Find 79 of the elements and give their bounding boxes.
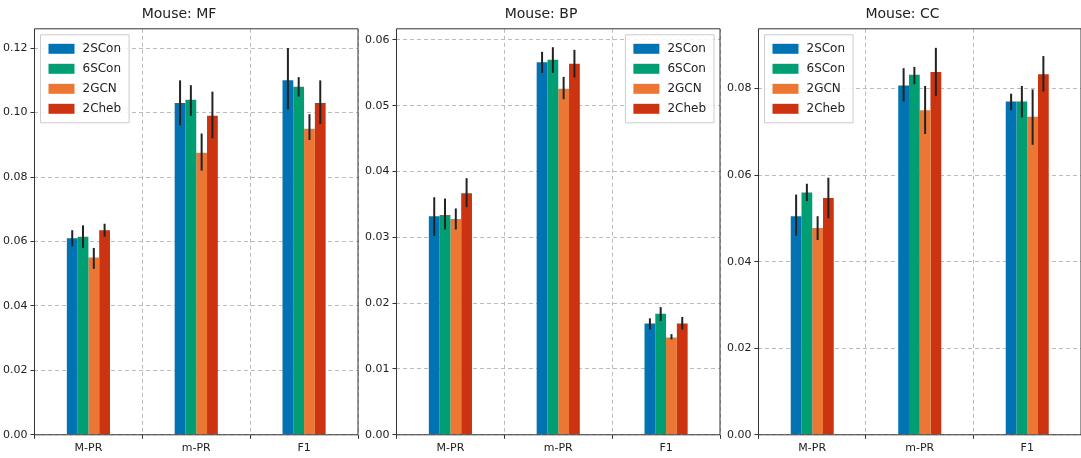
bar bbox=[88, 257, 100, 435]
x-tick-label: M-PR bbox=[74, 441, 103, 455]
bar bbox=[919, 110, 931, 435]
x-tick-label: M-PR bbox=[798, 441, 827, 455]
bar bbox=[174, 102, 186, 435]
bar bbox=[644, 323, 656, 435]
chart-title: Mouse: MF bbox=[141, 5, 217, 22]
bar bbox=[99, 230, 110, 435]
bar bbox=[1038, 74, 1049, 435]
bar bbox=[196, 152, 208, 435]
bar bbox=[282, 80, 294, 435]
bar bbox=[666, 337, 677, 435]
y-tick-label: 0.10 bbox=[2, 105, 28, 119]
bar bbox=[930, 72, 942, 435]
y-tick-label: 0.00 bbox=[364, 427, 390, 441]
legend-label: 2SCon bbox=[82, 40, 122, 55]
legend-label: 2SCon bbox=[667, 40, 706, 55]
x-tick-label: m-PR bbox=[905, 441, 935, 455]
bar bbox=[1005, 101, 1017, 435]
y-tick-label: 0.05 bbox=[364, 98, 390, 112]
legend-label: 6SCon bbox=[82, 60, 122, 75]
bar bbox=[655, 313, 667, 435]
bar bbox=[822, 198, 834, 435]
bar bbox=[304, 128, 315, 435]
y-tick-label: 0.03 bbox=[364, 230, 390, 244]
chart-title: Mouse: CC bbox=[865, 5, 940, 22]
bar bbox=[676, 323, 688, 435]
y-tick-label: 0.04 bbox=[726, 254, 752, 268]
legend-label: 6SCon bbox=[806, 60, 846, 75]
bar bbox=[293, 86, 305, 435]
chart-title: Mouse: BP bbox=[504, 5, 578, 22]
y-tick-label: 0.04 bbox=[2, 298, 28, 312]
y-tick-label: 0.02 bbox=[726, 341, 752, 355]
legend-label: 2SCon bbox=[806, 40, 846, 55]
y-tick-label: 0.06 bbox=[2, 234, 28, 248]
bar bbox=[450, 218, 462, 435]
bar bbox=[569, 63, 580, 435]
bar bbox=[909, 74, 920, 435]
bar bbox=[558, 88, 570, 435]
bar bbox=[314, 102, 326, 435]
bar bbox=[790, 216, 802, 435]
y-tick-label: 0.00 bbox=[2, 427, 28, 441]
y-tick-label: 0.02 bbox=[2, 363, 28, 377]
y-tick-label: 0.00 bbox=[726, 427, 752, 441]
bar bbox=[207, 115, 218, 435]
y-tick-label: 0.02 bbox=[364, 296, 390, 310]
legend-label: 2Cheb bbox=[667, 100, 707, 115]
legend-label: 2GCN bbox=[667, 80, 702, 95]
bar bbox=[1016, 101, 1028, 435]
y-tick-label: 0.01 bbox=[364, 361, 390, 375]
bar bbox=[536, 62, 548, 435]
y-tick-label: 0.08 bbox=[2, 169, 28, 183]
y-tick-label: 0.06 bbox=[364, 32, 390, 46]
x-tick-label: F1 bbox=[659, 441, 673, 455]
x-tick-label: F1 bbox=[297, 441, 311, 455]
y-tick-label: 0.12 bbox=[2, 40, 28, 54]
legend-label: 6SCon bbox=[667, 60, 706, 75]
y-tick-label: 0.04 bbox=[364, 164, 390, 178]
bar bbox=[439, 215, 451, 435]
bar bbox=[801, 192, 813, 435]
x-tick-label: m-PR bbox=[181, 441, 212, 455]
bar bbox=[461, 193, 472, 435]
bar bbox=[1027, 116, 1038, 435]
bar bbox=[428, 216, 440, 435]
legend-label: 2GCN bbox=[806, 80, 841, 95]
bar bbox=[898, 85, 909, 435]
y-tick-label: 0.06 bbox=[726, 167, 752, 181]
bar bbox=[77, 236, 89, 435]
bar bbox=[547, 59, 559, 435]
bar bbox=[812, 227, 823, 435]
x-tick-label: F1 bbox=[1020, 441, 1034, 455]
bar bbox=[66, 238, 78, 435]
bar bbox=[185, 99, 197, 435]
legend-label: 2GCN bbox=[82, 80, 117, 95]
legend-label: 2Cheb bbox=[806, 100, 846, 115]
y-tick-label: 0.08 bbox=[726, 81, 752, 95]
x-tick-label: M-PR bbox=[436, 441, 465, 455]
x-tick-label: m-PR bbox=[543, 441, 574, 455]
legend-label: 2Cheb bbox=[82, 100, 122, 115]
